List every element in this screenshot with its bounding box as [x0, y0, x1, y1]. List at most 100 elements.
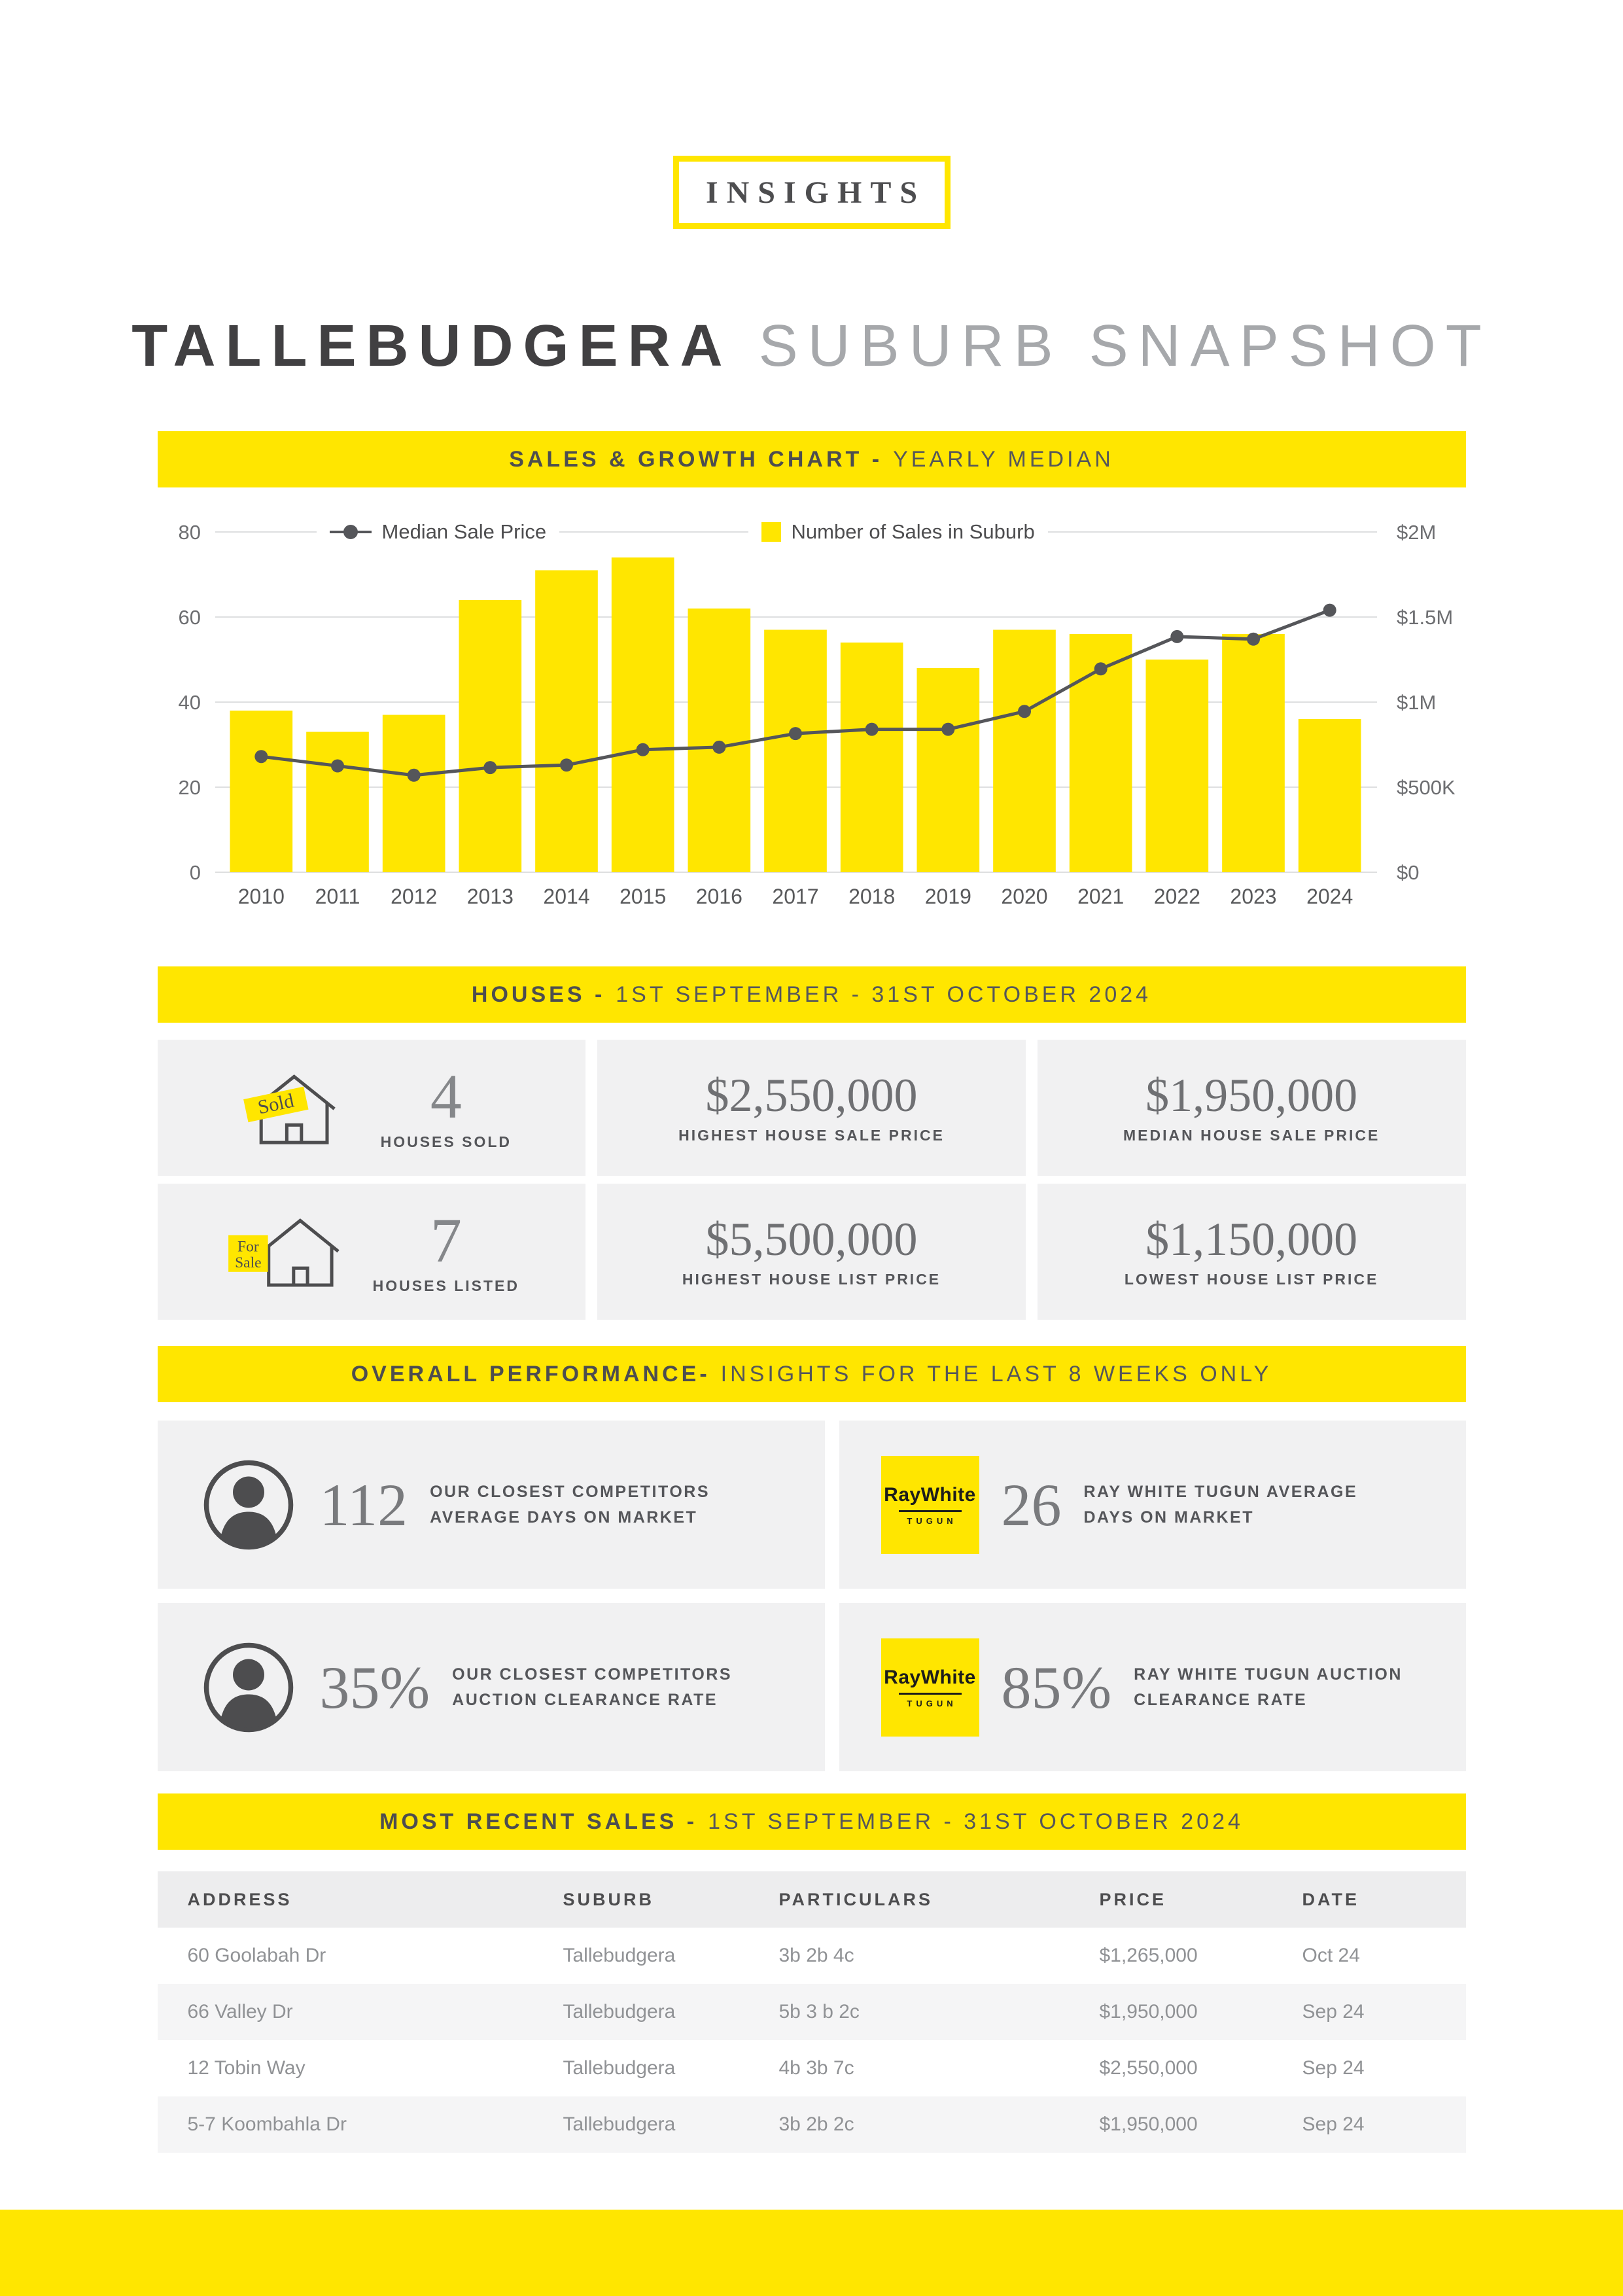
table-cell: Sep 24	[1302, 2001, 1365, 2022]
banner-bold-text: SALES & GROWTH CHART -	[509, 446, 883, 472]
label-line: DAYS ON MARKET	[1083, 1508, 1254, 1527]
houses-listed-stat: For Sale 7 HOUSES LISTED	[157, 1184, 586, 1320]
label-line: RAY WHITE TUGUN AUCTION	[1134, 1665, 1403, 1684]
x-axis-label: 2011	[315, 885, 360, 908]
sales-bar	[763, 629, 827, 872]
table-cell: 5-7 Koombahla Dr	[187, 2113, 347, 2135]
table-cell: Tallebudgera	[563, 1945, 676, 1966]
column-header: DATE	[1302, 1889, 1359, 1909]
for-sale-tag-line2: Sale	[235, 1254, 262, 1271]
sales-bar	[382, 715, 445, 872]
table-body: 60 Goolabah Dr Tallebudgera 3b 2b 4c $1,265…	[157, 1928, 1466, 2153]
banner-light-text: YEARLY MEDIAN	[893, 446, 1114, 472]
sales-bar	[611, 557, 674, 872]
x-axis-label: 2016	[695, 885, 742, 908]
median-price-point	[330, 759, 344, 773]
label-line: OUR CLOSEST COMPETITORS	[452, 1665, 733, 1684]
table-cell: 3b 2b 4c	[778, 1945, 854, 1966]
competitor-clearance-rate-stat: 35% OUR CLOSEST COMPETITORS AUCTION CLEA…	[157, 1603, 825, 1771]
column-header: ADDRESS	[187, 1889, 292, 1909]
table-cell: Tallebudgera	[563, 2001, 676, 2022]
raywhite-wordmark: RayWhite	[884, 1483, 976, 1506]
houses-listed-value: 7	[430, 1205, 462, 1275]
banner-bold-text: MOST RECENT SALES -	[379, 1809, 698, 1834]
banner-light-text: 1ST SEPTEMBER - 31ST OCTOBER 2024	[616, 981, 1152, 1007]
person-icon	[203, 1642, 293, 1732]
highest-list-price-label: HIGHEST HOUSE LIST PRICE	[682, 1270, 941, 1288]
median-price-point	[559, 758, 573, 772]
x-axis-label: 2018	[848, 885, 895, 908]
sales-bar	[230, 711, 292, 872]
column-header: PARTICULARS	[778, 1889, 933, 1909]
houses-listed-label: HOUSES LISTED	[372, 1277, 519, 1294]
table-cell: Tallebudgera	[563, 2113, 676, 2135]
raywhite-days-on-market-stat: RayWhite TUGUN 26 RAY WHITE TUGUN AVERAG…	[839, 1421, 1466, 1589]
label-line: OUR CLOSEST COMPETITORS	[430, 1482, 710, 1501]
page-title-suffix: SUBURB SNAPSHOT	[758, 313, 1492, 379]
right-axis-tick: $0	[1397, 861, 1419, 884]
raywhite-days-label: RAY WHITE TUGUN AVERAGE DAYS ON MARKET	[1084, 1479, 1358, 1530]
median-price-point	[865, 722, 879, 736]
lowest-list-price-stat: $1,150,000 LOWEST HOUSE LIST PRICE	[1037, 1184, 1466, 1320]
raywhite-wordmark: RayWhite	[884, 1666, 976, 1688]
person-icon	[203, 1460, 293, 1549]
line-dot-marker-icon	[329, 531, 372, 533]
median-price-point	[1246, 632, 1260, 646]
sales-bar	[840, 643, 903, 872]
sales-bar	[305, 732, 369, 872]
x-axis-label: 2019	[924, 885, 971, 908]
table-cell: 60 Goolabah Dr	[187, 1945, 326, 1966]
median-price-point	[636, 743, 650, 756]
table-cell: Sep 24	[1302, 2057, 1365, 2079]
x-axis-label: 2021	[1077, 885, 1124, 908]
median-price-point	[1017, 705, 1031, 718]
sold-house-icon: Sold	[243, 1074, 336, 1144]
left-axis-tick: 60	[178, 606, 200, 629]
legend-median-sale-price: Median Sale Price	[316, 515, 560, 549]
houses-sold-value: 4	[430, 1061, 462, 1131]
page-title: TALLEBUDGERA SUBURB SNAPSHOT	[0, 313, 1623, 380]
banner-bold-text: OVERALL PERFORMANCE-	[351, 1361, 710, 1386]
column-header: SUBURB	[563, 1889, 655, 1909]
houses-sold-label: HOUSES SOLD	[380, 1133, 512, 1150]
median-price-point	[407, 768, 421, 782]
raywhite-clearance-value: 85%	[1001, 1653, 1112, 1721]
recent-sales-table: ADDRESS SUBURB PARTICULARS PRICE DATE 60 Goo…	[157, 1871, 1466, 2153]
table-cell: Tallebudgera	[563, 2057, 676, 2079]
title-space	[733, 313, 759, 379]
table-cell: 12 Tobin Way	[187, 2057, 305, 2079]
raywhite-rule	[898, 1510, 962, 1512]
median-price-point	[941, 722, 954, 736]
x-axis-label: 2022	[1153, 885, 1200, 908]
table-cell: $1,950,000	[1099, 2001, 1198, 2022]
sold-tag-label: Sold	[256, 1089, 296, 1119]
median-price-point	[1323, 603, 1336, 617]
competitor-clearance-value: 35%	[319, 1653, 430, 1721]
sales-bar	[1221, 634, 1285, 872]
right-axis-tick: $2M	[1397, 521, 1436, 544]
median-sale-price-value: $1,950,000	[1145, 1069, 1358, 1122]
left-axis-tick: 20	[178, 776, 200, 799]
yellow-square-marker-icon	[761, 522, 781, 542]
highest-sale-price-value: $2,550,000	[705, 1069, 918, 1122]
left-axis-tick: 40	[178, 691, 200, 714]
highest-list-price-value: $5,500,000	[705, 1212, 918, 1265]
raywhite-logo-icon: RayWhite TUGUN	[881, 1455, 979, 1554]
table-row: 66 Valley Dr Tallebudgera 5b 3 b 2c $1,950,…	[157, 1984, 1466, 2040]
competitor-clearance-label: OUR CLOSEST COMPETITORS AUCTION CLEARANC…	[452, 1662, 732, 1713]
table-cell: Oct 24	[1302, 1945, 1360, 1966]
label-line: AVERAGE DAYS ON MARKET	[430, 1508, 698, 1527]
median-sale-price-label: MEDIAN HOUSE SALE PRICE	[1123, 1126, 1380, 1144]
median-price-point	[788, 727, 802, 741]
highest-sale-price-label: HIGHEST HOUSE SALE PRICE	[678, 1126, 945, 1144]
median-price-point	[712, 740, 725, 754]
banner-light-text: 1ST SEPTEMBER - 31ST OCTOBER 2024	[708, 1809, 1244, 1834]
content-column: SALES & GROWTH CHART - YEARLY MEDIAN 0 $0…	[157, 431, 1466, 2153]
label-line: AUCTION CLEARANCE RATE	[452, 1690, 718, 1709]
x-axis-label: 2010	[237, 885, 284, 908]
x-axis-label: 2024	[1306, 885, 1353, 908]
left-axis-tick: 80	[178, 521, 200, 544]
insights-logo-text: INSIGHTS	[705, 175, 926, 210]
lowest-list-price-label: LOWEST HOUSE LIST PRICE	[1124, 1270, 1379, 1288]
